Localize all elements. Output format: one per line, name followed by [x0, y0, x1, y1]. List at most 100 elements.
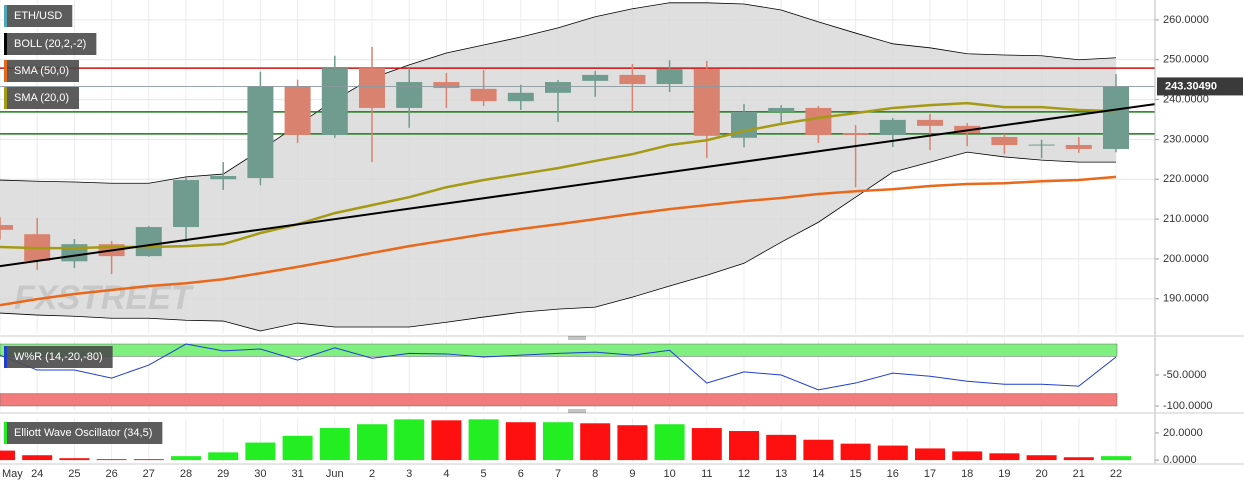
bar [543, 422, 573, 461]
bar [915, 448, 945, 461]
bar [0, 450, 15, 461]
bar [877, 445, 908, 461]
legend-box [4, 60, 80, 82]
bar [394, 419, 425, 461]
x-tick-label: 21 [1073, 468, 1085, 480]
x-tick-label: 10 [663, 468, 675, 480]
legend-item: Elliott Wave Oscillator (34,5) [4, 422, 163, 444]
bar [59, 458, 90, 461]
candle-body [507, 92, 534, 102]
x-tick-label: 2 [369, 468, 375, 480]
candle-body [396, 82, 423, 108]
bar [580, 423, 611, 461]
x-tick-label: 20 [1035, 468, 1047, 480]
y-tick-label: 250.0000 [1163, 54, 1209, 66]
legend-box [4, 346, 113, 368]
legend-label: W%R (14,-20,-80) [14, 351, 103, 363]
candle-body [805, 107, 832, 136]
candle-body [582, 74, 609, 81]
legend-label: ETH/USD [14, 10, 62, 22]
y-tick-label: 200.0000 [1163, 253, 1209, 265]
resize-handle[interactable] [568, 336, 586, 413]
bar [22, 455, 53, 461]
legend-swatch [4, 5, 7, 27]
x-tick-label: 30 [254, 468, 266, 480]
band [0, 343, 1118, 357]
candle-body [842, 133, 869, 136]
candle-body [545, 82, 571, 93]
last-price-box [1157, 77, 1243, 96]
x-tick-label: 3 [406, 468, 412, 480]
candle-body [247, 86, 274, 179]
bar [1026, 455, 1057, 461]
x-tick-label: 5 [481, 468, 487, 480]
y-tick-label: 20.0000 [1163, 427, 1203, 439]
trendline [0, 103, 1155, 268]
x-tick-label: 28 [180, 468, 192, 480]
x-tick-label: 29 [217, 468, 229, 480]
x-tick-label: Jun [326, 468, 344, 480]
x-tick-label: 14 [812, 468, 824, 480]
x-tick-label: 17 [924, 468, 936, 480]
legend-box [4, 422, 163, 444]
candle-body [656, 68, 683, 85]
x-tick-label: 9 [629, 468, 635, 480]
bar [989, 453, 1020, 461]
candle-body [470, 88, 497, 102]
x-tick-label: 26 [105, 468, 117, 480]
bar [952, 451, 983, 461]
y-tick-label: -50.0000 [1163, 369, 1206, 381]
candle-body [284, 86, 311, 136]
bar [208, 452, 239, 461]
panel [0, 343, 1118, 407]
candle-body [879, 119, 906, 136]
x-tick-label: 15 [849, 468, 861, 480]
bar [1101, 456, 1131, 461]
y-tick-label: 190.0000 [1163, 293, 1209, 305]
sma-line [0, 175, 1117, 307]
x-tick-label: 13 [775, 468, 787, 480]
y-tick-label: 210.0000 [1163, 213, 1209, 225]
candle-body [433, 82, 460, 89]
bar [1063, 457, 1094, 461]
legend-label: BOLL (20,2,-2) [14, 38, 86, 50]
candle-body [173, 180, 199, 228]
panel: FXSTREET [0, 2, 1155, 332]
bar [171, 456, 201, 461]
legend-item: BOLL (20,2,-2) [4, 33, 97, 55]
band-lower [0, 151, 1116, 332]
candle-body [917, 119, 943, 126]
bar [691, 428, 722, 461]
x-tick-label: 25 [68, 468, 80, 480]
series-line [0, 343, 1117, 391]
legend-box [4, 33, 97, 55]
bar [133, 459, 164, 461]
legend-box [4, 5, 73, 27]
band-upper [0, 2, 1117, 184]
candle-body [321, 68, 348, 136]
x-tick-label: 7 [555, 468, 561, 480]
bar [96, 459, 127, 461]
candle-body [210, 176, 237, 180]
candle-body [768, 107, 795, 112]
x-tick-label: 18 [961, 468, 973, 480]
x-tick-label: 24 [31, 468, 43, 480]
candle-body [619, 74, 646, 85]
legend-swatch [4, 346, 7, 368]
legend-label: Elliott Wave Oscillator (34,5) [14, 427, 152, 439]
bar [357, 424, 387, 461]
band [0, 393, 1118, 407]
legend-item: SMA (20,0) [4, 87, 80, 109]
legend-item: ETH/USD [4, 5, 73, 27]
x-tick-label: 6 [518, 468, 524, 480]
legend-box [4, 87, 80, 109]
bar [431, 420, 462, 461]
bar [617, 425, 648, 461]
bar [729, 431, 759, 461]
candle-body [1103, 86, 1129, 149]
legend-label: SMA (50,0) [14, 65, 69, 77]
y-tick-label: 230.0000 [1163, 133, 1209, 145]
legend-label: SMA (20,0) [14, 92, 69, 104]
bar [505, 422, 536, 461]
